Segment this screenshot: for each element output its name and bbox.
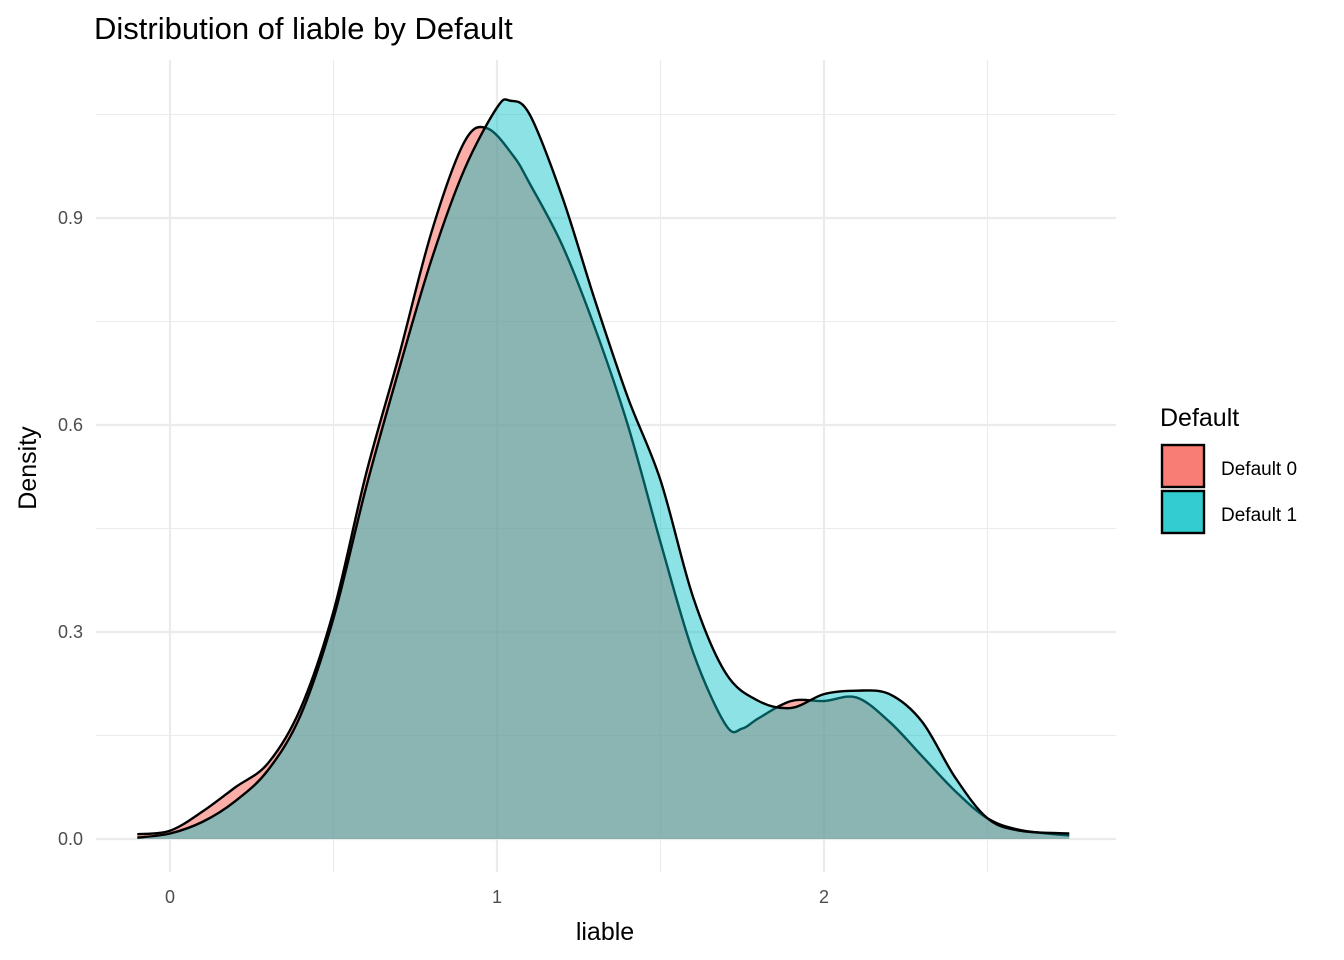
density-area-default-1	[137, 99, 1070, 839]
chart-title: Distribution of liable by Default	[94, 11, 513, 46]
x-tick-labels: 0 1 2	[165, 887, 829, 907]
x-tick-label-0: 0	[165, 887, 175, 907]
legend-key-default-1	[1160, 489, 1206, 535]
y-tick-labels: 0.0 0.3 0.6 0.9	[58, 208, 83, 849]
density-line-default-1	[137, 98, 1070, 839]
density-areas	[137, 98, 1070, 839]
x-tick-label-1: 1	[492, 887, 502, 907]
y-tick-label-0: 0.0	[58, 829, 83, 849]
legend-key-default-0	[1160, 443, 1206, 489]
x-axis-label: liable	[576, 918, 634, 946]
legend: Default Default 0 Default 1	[1160, 404, 1297, 535]
density-area-default-0	[137, 127, 1070, 839]
y-tick-label-2: 0.6	[58, 415, 83, 435]
y-tick-label-1: 0.3	[58, 622, 83, 642]
density-line-default-0	[137, 125, 1070, 837]
legend-label-default-0: Default 0	[1221, 459, 1297, 480]
legend-title: Default	[1160, 404, 1239, 432]
legend-label-default-1: Default 1	[1221, 505, 1297, 526]
x-tick-label-2: 2	[819, 887, 829, 907]
y-tick-label-3: 0.9	[58, 208, 83, 228]
y-axis-label: Density	[14, 426, 42, 510]
